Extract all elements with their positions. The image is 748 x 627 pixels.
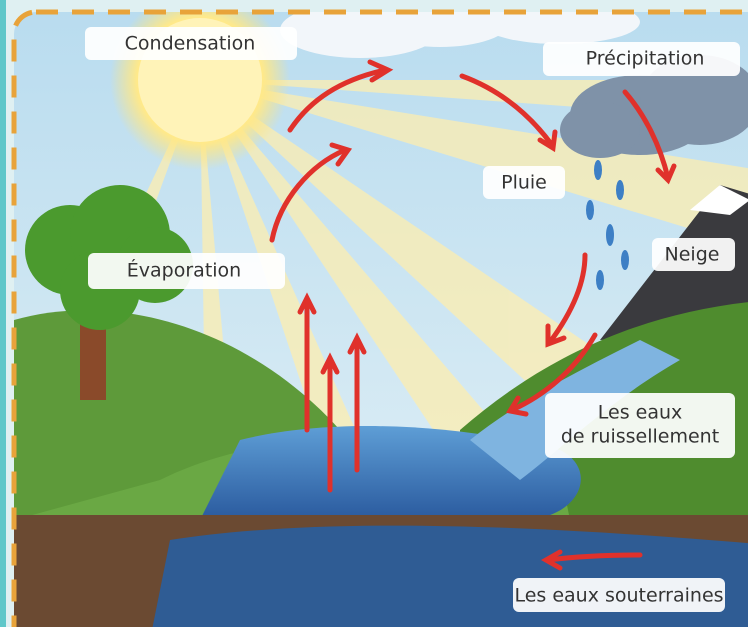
- page: Condensation Précipitation Pluie Neige É…: [0, 0, 748, 627]
- water-cycle-diagram: Condensation Précipitation Pluie Neige É…: [0, 0, 748, 627]
- label: Condensation: [125, 33, 256, 55]
- label: Évaporation: [127, 259, 241, 282]
- label: Les eaux: [598, 402, 683, 424]
- label: Pluie: [501, 172, 547, 194]
- label: de ruissellement: [561, 426, 719, 448]
- label: Neige: [665, 244, 720, 266]
- label: Les eaux souterraines: [514, 585, 723, 607]
- scene: [14, 0, 748, 627]
- label: Précipitation: [586, 48, 705, 70]
